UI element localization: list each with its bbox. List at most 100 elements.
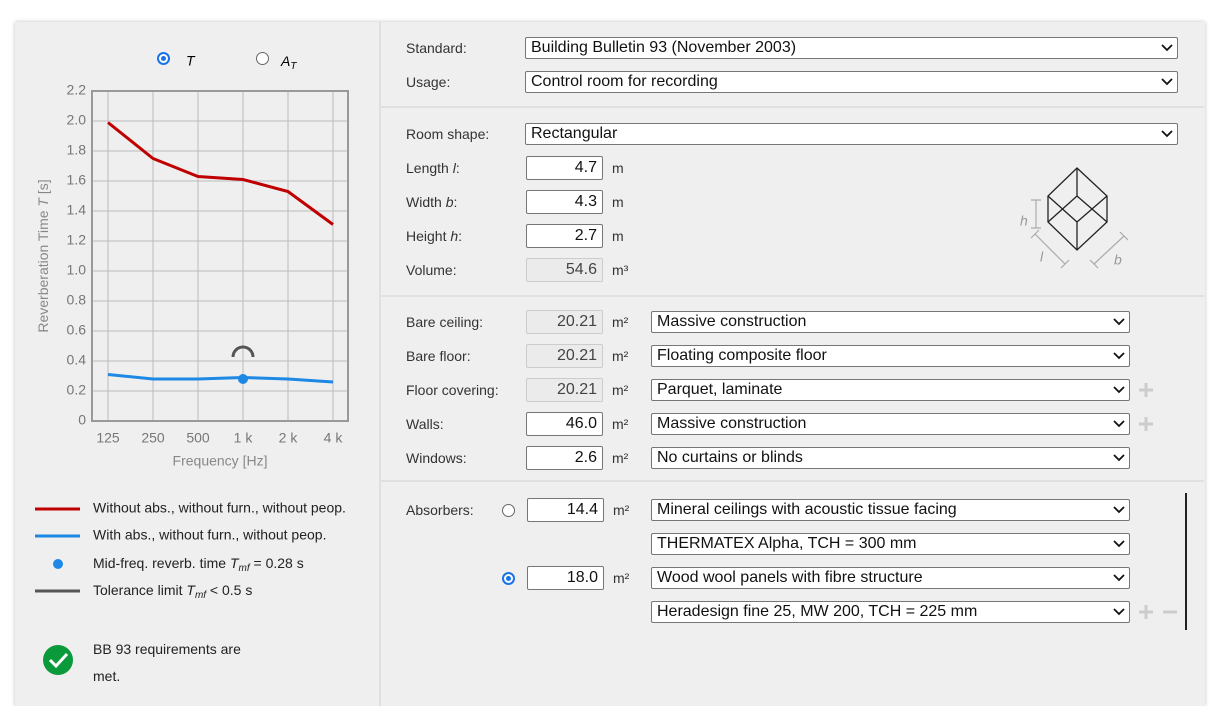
mid-freq-point	[238, 374, 248, 384]
plot-frame	[91, 90, 349, 422]
chevron	[1113, 420, 1125, 428]
field-label: Floor covering:	[406, 382, 499, 398]
label-text: Width	[406, 194, 446, 210]
label-text: :	[458, 228, 463, 244]
dropdown[interactable]: No curtains or blinds	[651, 447, 1130, 469]
area-input[interactable]: 14.4	[527, 498, 604, 522]
dropdown[interactable]: Wood wool panels with fibre structure	[651, 567, 1130, 589]
number-output: 54.6	[526, 258, 603, 282]
y-tick-label: 1.4	[67, 202, 87, 218]
y-label-text: Reverberation Time	[35, 207, 51, 333]
field-label: Volume:	[406, 262, 457, 278]
chevron	[1113, 318, 1125, 326]
absorber-radio[interactable]	[502, 572, 515, 585]
chevron	[1113, 608, 1125, 616]
chevron	[1161, 44, 1173, 52]
unit: m	[612, 160, 624, 176]
chevron	[1113, 352, 1125, 360]
radio-t[interactable]	[157, 52, 170, 65]
number-input[interactable]: 2.7	[526, 224, 603, 248]
x-axis-label: Frequency [Hz]	[173, 453, 268, 469]
dropdown[interactable]: Parquet, laminate	[651, 379, 1130, 401]
chevron	[1113, 540, 1125, 548]
legend-swatch	[53, 559, 63, 569]
field-label: Height h:	[406, 227, 462, 245]
series-line	[107, 373, 334, 384]
dimension-lines	[1030, 199, 1129, 269]
y-tick-label: 1.0	[67, 262, 87, 278]
x-tick-label: 125	[96, 430, 120, 446]
field-label: Windows:	[406, 450, 467, 466]
legend-var: T	[186, 582, 196, 598]
unit: m²	[613, 502, 630, 518]
area-input: 20.21	[526, 378, 603, 402]
number-input[interactable]: 4.3	[526, 190, 603, 214]
area-input[interactable]: 2.6	[526, 446, 603, 470]
dropdown[interactable]: Rectangular	[525, 123, 1178, 145]
dropdown[interactable]: Building Bulletin 93 (November 2003)	[525, 37, 1178, 59]
x-tick-label: 500	[186, 430, 210, 446]
dropdown[interactable]: Massive construction	[651, 311, 1130, 333]
dropdown[interactable]: Control room for recording	[525, 71, 1178, 93]
unit: m²	[612, 382, 629, 398]
dropdown[interactable]: Mineral ceilings with acoustic tissue fa…	[651, 499, 1130, 521]
unit: m²	[612, 314, 629, 330]
field-label: Absorbers:	[406, 502, 474, 518]
legend-label: Tolerance limit Tmf < 0.5 s	[93, 582, 252, 601]
x-tick-label: 1 k	[234, 430, 254, 446]
legend-label: Mid-freq. reverb. time Tmf = 0.28 s	[93, 555, 304, 574]
tolerance-arc	[231, 345, 255, 358]
field-label: Walls:	[406, 416, 444, 432]
y-tick-label: 0	[78, 412, 86, 428]
number-input[interactable]: 4.7	[526, 156, 603, 180]
legend-sub: mf	[239, 563, 251, 574]
sketch-label: l	[1040, 249, 1044, 265]
radio-at[interactable]	[256, 52, 269, 65]
unit: m³	[612, 262, 629, 278]
unit: m²	[612, 450, 629, 466]
chevron	[1113, 386, 1125, 394]
status-text: BB 93 requirements are met.	[93, 641, 241, 684]
y-tick-label: 0.8	[67, 292, 87, 308]
radio-label-main: A	[280, 53, 290, 69]
label-var: b	[445, 194, 454, 210]
y-label-var: T	[35, 197, 51, 207]
area-input[interactable]: 46.0	[526, 412, 603, 436]
absorber-radio[interactable]	[502, 504, 515, 517]
label-text: Height	[406, 228, 451, 244]
sketch-label: h	[1020, 213, 1028, 229]
field-label: Bare floor:	[406, 348, 471, 364]
chevron	[1161, 78, 1173, 86]
y-tick-label: 1.8	[67, 142, 87, 158]
status-icon	[43, 645, 73, 675]
y-tick-label: 2.2	[67, 82, 87, 98]
x-tick-label: 4 k	[324, 430, 344, 446]
room-sketch	[1047, 167, 1108, 251]
legend-text: Mid-freq. reverb. time	[93, 555, 230, 571]
series-line	[107, 121, 334, 226]
dropdown[interactable]: THERMATEX Alpha, TCH = 300 mm	[651, 533, 1130, 555]
legend-label: Without abs., without furn., without peo…	[93, 500, 346, 516]
unit: m	[612, 194, 624, 210]
field-label: Bare ceiling:	[406, 314, 484, 330]
label-var: l	[452, 160, 456, 176]
unit: m	[612, 228, 624, 244]
label-var: h	[450, 228, 459, 244]
dropdown[interactable]: Heradesign fine 25, MW 200, TCH = 225 mm	[651, 601, 1130, 623]
dropdown[interactable]: Massive construction	[651, 413, 1130, 435]
y-tick-label: 1.6	[67, 172, 87, 188]
x-tick-label: 250	[141, 430, 165, 446]
label-text: :	[455, 160, 460, 176]
legend-sub: mf	[195, 590, 207, 601]
area-input[interactable]: 18.0	[527, 566, 604, 590]
label-text: :	[453, 194, 458, 210]
plus-icons[interactable]	[1139, 383, 1177, 619]
chevron	[1113, 506, 1125, 514]
radio-label: T	[186, 53, 196, 69]
legend-text: Tolerance limit	[93, 582, 186, 598]
field-label: Width b:	[406, 193, 457, 211]
legend-label: With abs., without furn., without peop.	[93, 527, 326, 543]
area-input: 20.21	[526, 310, 603, 334]
dropdown[interactable]: Floating composite floor	[651, 345, 1130, 367]
